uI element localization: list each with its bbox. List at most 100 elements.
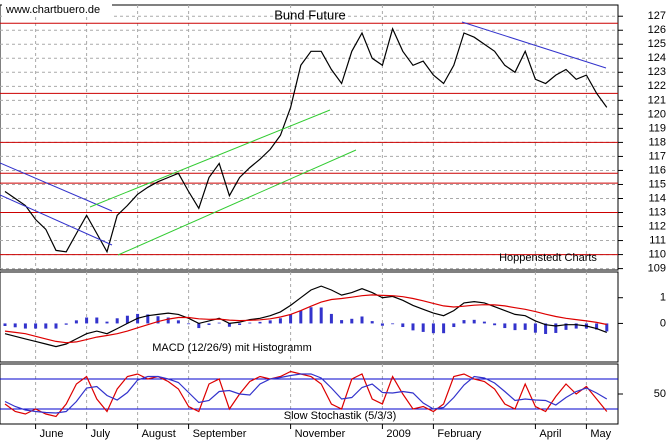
histogram-bar: [564, 323, 568, 330]
y-tick-label: 119: [648, 122, 666, 134]
histogram-bar: [329, 313, 333, 324]
y-tick-label: 109: [648, 263, 666, 275]
y-tick-label: 0: [660, 317, 666, 329]
histogram-bar: [340, 320, 344, 324]
histogram-bar: [431, 323, 435, 334]
histogram-bar: [268, 320, 272, 324]
histogram-bar: [176, 320, 180, 324]
histogram-bar: [156, 316, 160, 324]
x-tick-label: February: [437, 428, 482, 440]
y-tick-label: 114: [648, 192, 666, 204]
y-tick-label: 122: [648, 80, 666, 92]
histogram-bar: [258, 321, 262, 324]
x-tick-label: May: [590, 428, 611, 440]
y-tick-label: 50: [654, 388, 666, 400]
y-tick-label: 126: [648, 24, 666, 36]
histogram-bar: [217, 322, 221, 324]
panel-label: Slow Stochastik (5/3/3): [284, 410, 397, 422]
histogram-bar: [605, 323, 609, 332]
series-line: [4, 285, 608, 348]
histogram-bar: [319, 307, 323, 324]
panel: [0, 271, 619, 363]
histogram-bar: [574, 323, 578, 329]
x-tick-label: July: [91, 428, 111, 440]
histogram-bar: [54, 323, 58, 329]
plot-layer: 109 110 111 112 113 114 115 116 117 118 119 120 121 1…: [0, 4, 666, 440]
histogram-bar: [278, 318, 282, 324]
histogram-bar: [411, 323, 415, 331]
histogram-bar: [533, 323, 537, 333]
x-tick-label: June: [40, 428, 64, 440]
histogram-bar: [227, 323, 231, 327]
y-tick-label: 115: [648, 178, 666, 190]
y-tick-label: 1: [660, 292, 666, 304]
histogram-bar: [105, 321, 109, 324]
histogram-bar: [95, 317, 99, 324]
histogram-bar: [503, 323, 507, 329]
annotation: Hoppenstedt Charts: [499, 252, 597, 264]
histogram-bar: [309, 307, 313, 324]
histogram-bar: [442, 323, 446, 334]
histogram-bar: [391, 323, 395, 325]
histogram-bar: [544, 323, 548, 334]
histogram-bar: [421, 323, 425, 332]
x-tick-label: 2009: [386, 428, 410, 440]
histogram-bar: [462, 320, 466, 324]
histogram-bar: [125, 315, 129, 324]
histogram-bar: [523, 323, 527, 330]
y-tick-label: 118: [648, 136, 666, 148]
histogram-bar: [554, 323, 558, 333]
histogram-bar: [23, 323, 27, 329]
y-tick-label: 116: [648, 164, 666, 176]
histogram-bar: [370, 321, 374, 324]
histogram-bar: [3, 323, 7, 326]
trend-line: [0, 162, 113, 212]
series-line: [4, 373, 608, 414]
histogram-bar: [74, 320, 78, 324]
y-tick-label: 120: [648, 108, 666, 120]
watermark: www.chartbuero.de: [5, 4, 100, 16]
histogram-bar: [146, 314, 150, 324]
histogram-bar: [238, 323, 242, 325]
trend-line: [117, 149, 357, 256]
histogram-bar: [64, 323, 68, 325]
histogram-bar: [472, 319, 476, 324]
histogram-bar: [452, 323, 456, 328]
y-tick-label: 112: [648, 220, 666, 232]
histogram-bar: [350, 318, 354, 324]
histogram-bar: [380, 323, 384, 326]
histogram-bar: [115, 318, 119, 324]
series-line: [4, 27, 608, 254]
histogram-bar: [197, 323, 201, 329]
histogram-bar: [401, 323, 405, 328]
x-tick-label: April: [539, 428, 561, 440]
series-line: [4, 294, 607, 344]
y-tick-label: 113: [648, 206, 666, 218]
x-tick-label: November: [295, 428, 346, 440]
histogram-bar: [166, 317, 170, 324]
histogram-bar: [360, 316, 364, 324]
trend-line: [461, 21, 607, 69]
histogram-bar: [34, 323, 38, 329]
y-tick-label: 124: [648, 52, 666, 64]
y-tick-label: 111: [649, 234, 666, 246]
trend-line: [0, 194, 113, 246]
x-tick-label: August: [142, 428, 176, 440]
y-tick-label: 127: [648, 10, 666, 22]
y-tick-label: 110: [648, 248, 666, 260]
histogram-bar: [44, 323, 48, 329]
y-tick-label: 117: [648, 150, 666, 162]
histogram-bar: [248, 322, 252, 324]
histogram-bar: [513, 323, 517, 331]
histogram-bar: [85, 317, 89, 324]
histogram-bar: [207, 323, 211, 325]
y-tick-label: 123: [648, 66, 666, 78]
panel: [0, 4, 619, 271]
histogram-bar: [13, 323, 17, 328]
histogram-bar: [289, 314, 293, 324]
series-line: [4, 370, 608, 418]
histogram-bar: [493, 323, 497, 326]
histogram-bar: [299, 310, 303, 324]
y-tick-label: 121: [648, 94, 666, 106]
